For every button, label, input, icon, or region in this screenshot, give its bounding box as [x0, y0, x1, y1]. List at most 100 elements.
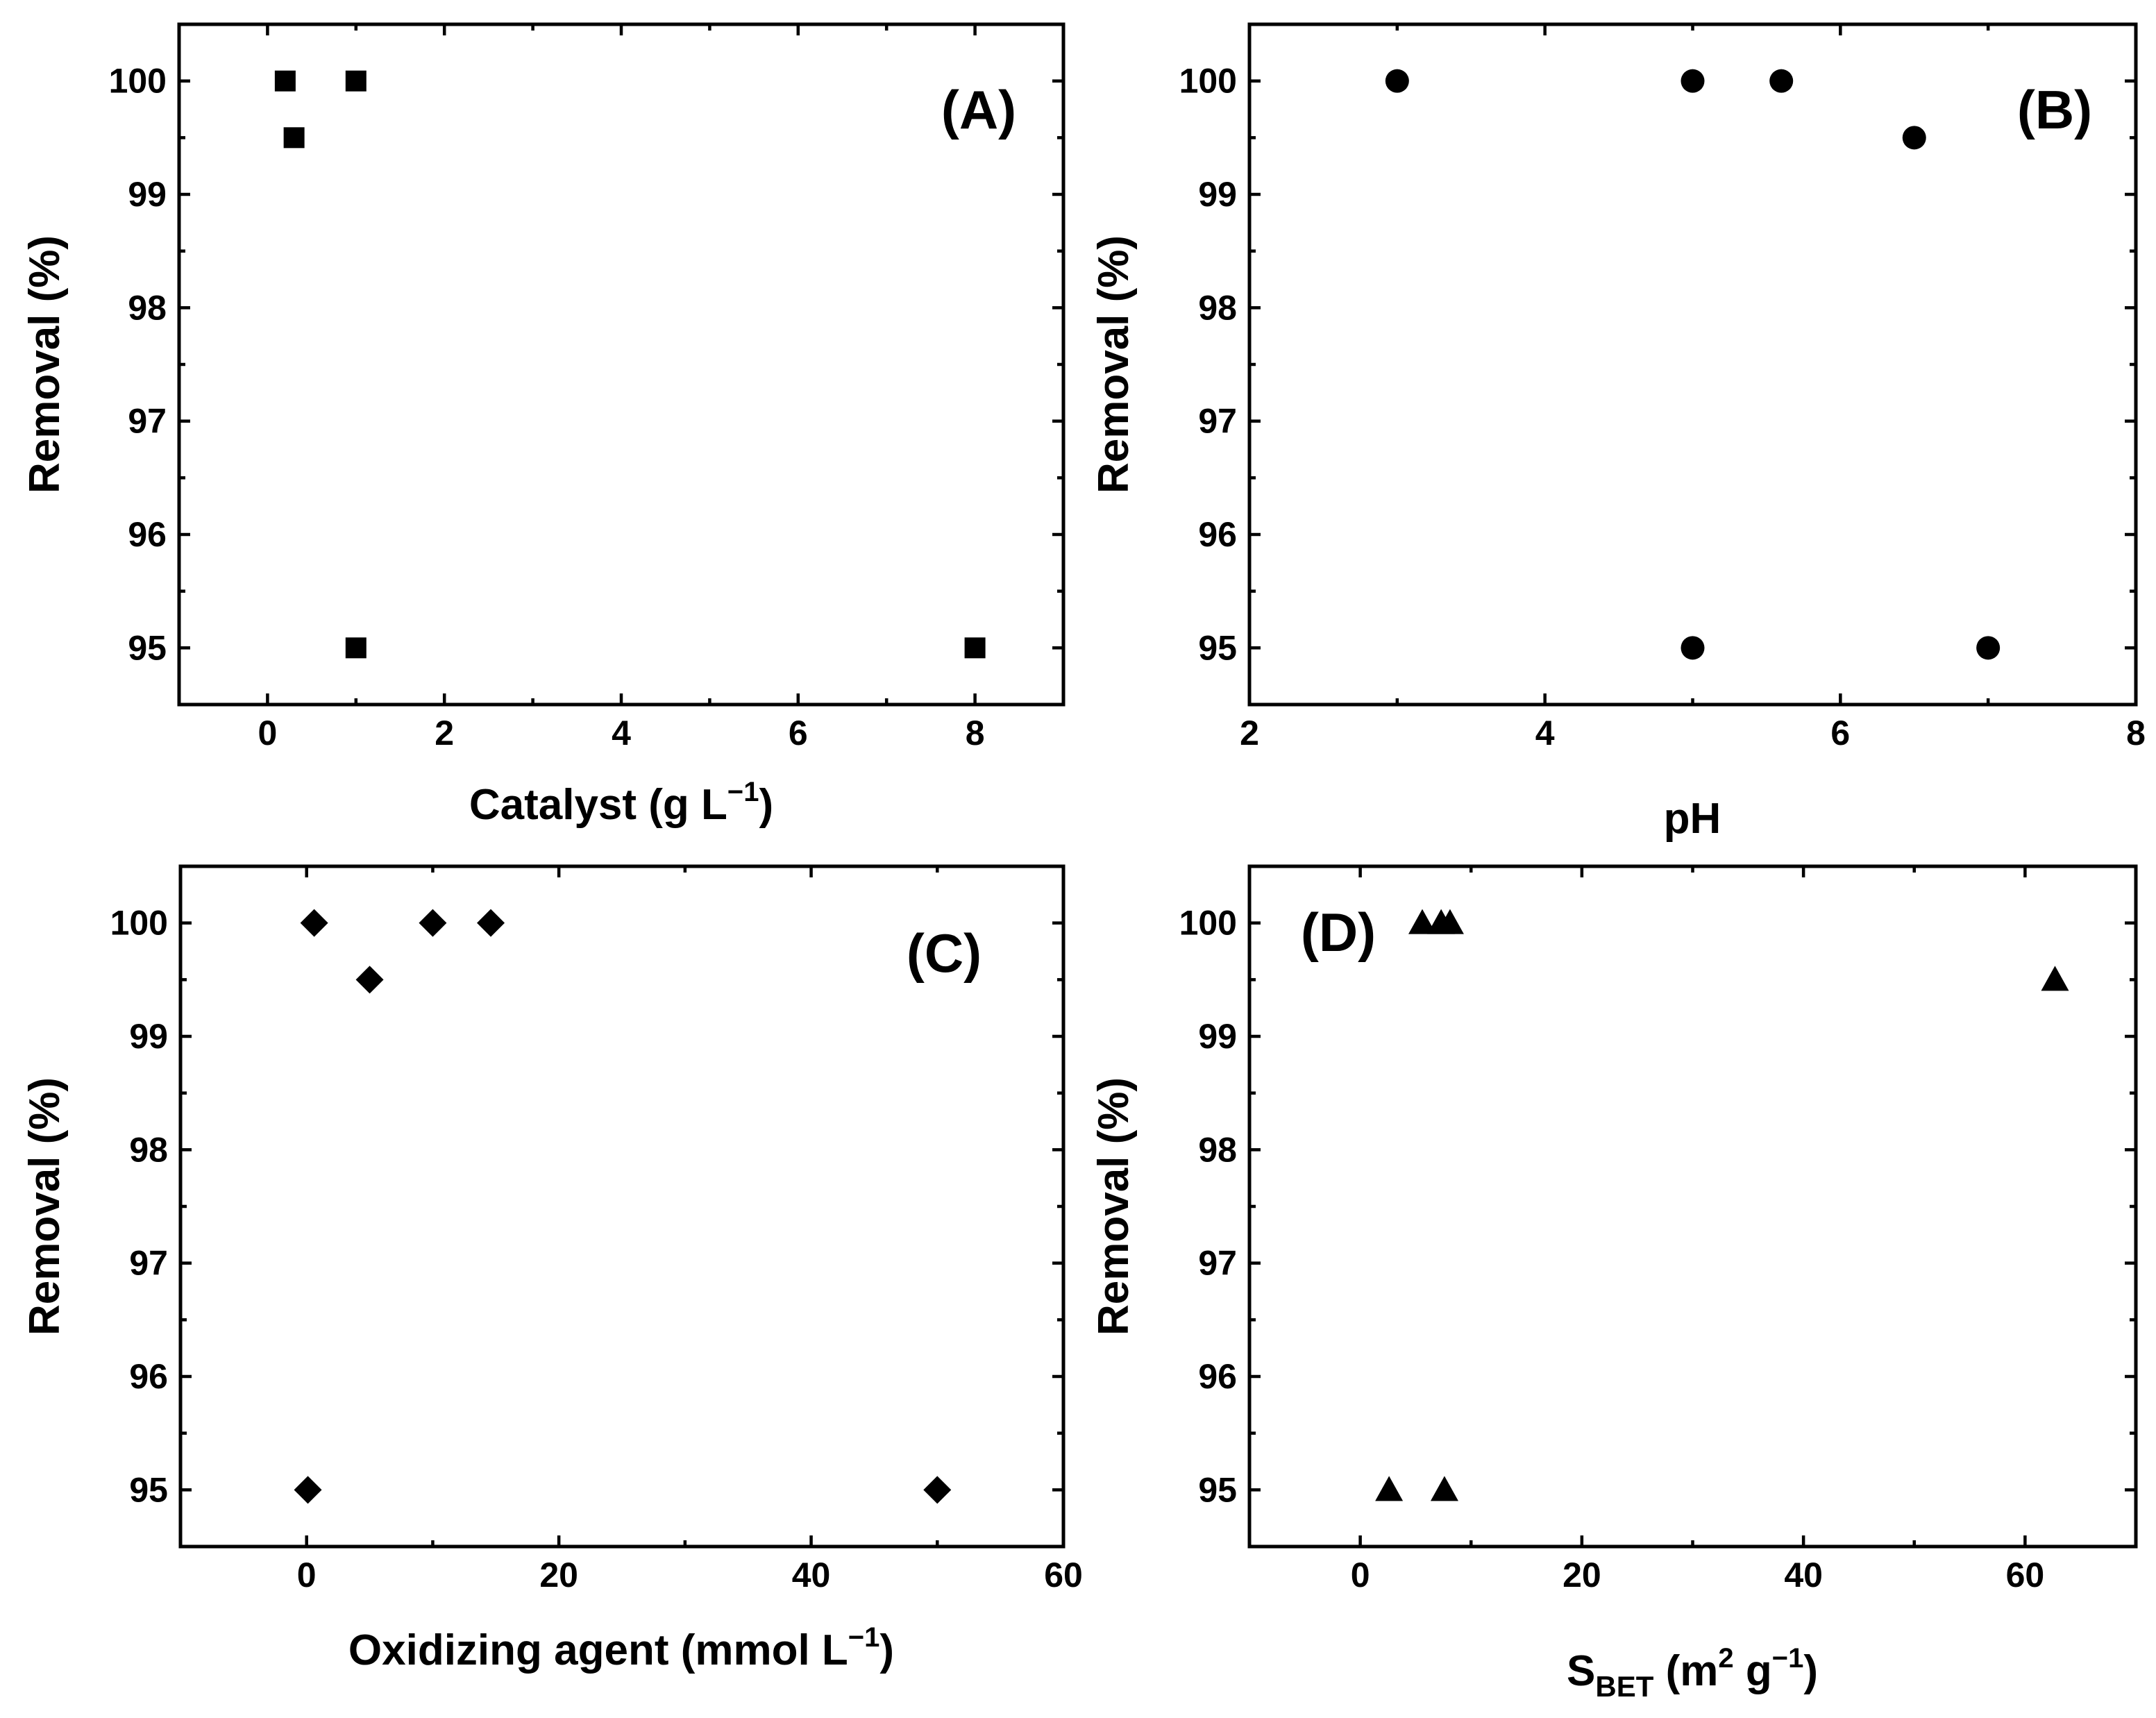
- y-tick-label: 99: [1198, 1017, 1237, 1056]
- x-axis-label-sup: −1: [727, 777, 759, 807]
- x-axis-label: Oxidizing agent (mmol L−1): [348, 1622, 894, 1674]
- diamond-marker-icon: [419, 909, 447, 937]
- x-tick-label: 40: [792, 1556, 831, 1594]
- y-tick-label: 95: [129, 1470, 168, 1509]
- panel-b: 2 4 6 8 95 96 97 98 99 100 (B) Removal (%) pH: [1090, 22, 2146, 843]
- tick-labels: 0 20 40 60 95 96 97 98 99 100: [110, 904, 1083, 1594]
- square-marker-icon: [345, 637, 367, 659]
- panel-label: (C): [907, 923, 982, 984]
- x-tick-label: 60: [2006, 1556, 2045, 1594]
- y-axis-label: Removal (%): [1090, 235, 1138, 494]
- x-axis-label-main: Catalyst (g L: [469, 781, 727, 829]
- square-marker-icon: [283, 127, 305, 149]
- x-tick-label: 20: [1563, 1556, 1601, 1594]
- triangle-marker-icon: [1408, 909, 1437, 934]
- x-tick-label: 8: [2126, 714, 2146, 752]
- y-tick-label: 99: [128, 175, 167, 214]
- panel-label: (A): [941, 79, 1016, 140]
- circle-marker-icon: [1681, 69, 1705, 93]
- x-tick-label: 6: [789, 714, 808, 752]
- markers: [1375, 909, 2069, 1501]
- x-axis-label-main: S: [1567, 1647, 1595, 1695]
- x-axis-label-sup2: −1: [1772, 1643, 1804, 1674]
- y-axis-label: Removal (%): [1090, 1077, 1138, 1336]
- circle-marker-icon: [1902, 126, 1926, 150]
- tick-labels: 0 2 4 6 8 95 96 97 98 99 100: [109, 62, 985, 752]
- markers: [274, 70, 986, 659]
- panel-a: 0 2 4 6 8 95 96 97 98 99 100 (A) Removal (%) Catal…: [21, 22, 1066, 829]
- diamond-marker-icon: [355, 966, 384, 994]
- triangle-marker-icon: [1435, 909, 1464, 934]
- y-tick-label: 100: [109, 62, 167, 101]
- square-marker-icon: [345, 70, 367, 92]
- y-tick-label: 99: [1198, 175, 1237, 214]
- panel-label: (B): [2017, 79, 2092, 140]
- y-tick-label: 95: [1198, 628, 1237, 667]
- x-tick-label: 8: [966, 714, 985, 752]
- x-axis-label-main: pH: [1664, 795, 1721, 843]
- y-tick-label: 95: [128, 628, 167, 667]
- y-tick-label: 97: [1198, 1244, 1237, 1283]
- y-tick-label: 100: [1179, 904, 1237, 943]
- x-axis-label-sup1: 2: [1718, 1643, 1733, 1674]
- triangle-marker-icon: [1375, 1476, 1404, 1501]
- markers: [1385, 69, 2001, 660]
- y-tick-label: 96: [1198, 515, 1237, 554]
- x-axis-label: Catalyst (g L−1): [469, 777, 773, 829]
- y-tick-label: 96: [128, 515, 167, 554]
- square-marker-icon: [274, 70, 296, 92]
- y-tick-label: 97: [128, 402, 167, 441]
- y-tick-label: 97: [1198, 402, 1237, 441]
- y-tick-label: 96: [1198, 1357, 1237, 1396]
- square-marker-icon: [964, 637, 986, 659]
- y-tick-label: 95: [1198, 1470, 1237, 1509]
- tick-labels: 2 4 6 8 95 96 97 98 99 100: [1179, 62, 2146, 752]
- x-axis-label-tail: ): [759, 781, 774, 829]
- y-axis-label: Removal (%): [21, 1077, 69, 1336]
- triangle-marker-icon: [2041, 966, 2069, 991]
- x-tick-label: 6: [1830, 714, 1850, 752]
- x-tick-label: 4: [612, 714, 631, 752]
- x-tick-label: 2: [435, 714, 454, 752]
- markers: [294, 909, 952, 1504]
- x-axis-label-sub: BET: [1595, 1670, 1653, 1703]
- triangle-marker-icon: [1430, 1476, 1458, 1501]
- tick-labels: 0 20 40 60 95 96 97 98 99 100: [1179, 904, 2045, 1594]
- diamond-marker-icon: [294, 1476, 322, 1504]
- y-tick-label: 98: [129, 1130, 168, 1169]
- y-tick-label: 96: [129, 1357, 168, 1396]
- diamond-marker-icon: [477, 909, 505, 937]
- x-tick-label: 0: [297, 1556, 317, 1594]
- x-axis-label-sup: −1: [848, 1622, 880, 1653]
- tick-marks: [1247, 864, 2138, 1549]
- y-tick-label: 100: [1179, 62, 1237, 101]
- y-tick-label: 99: [129, 1017, 168, 1056]
- x-tick-label: 2: [1240, 714, 1259, 752]
- y-axis-label: Removal (%): [21, 235, 69, 494]
- x-axis-label: SBET (m2 g−1): [1567, 1643, 1818, 1703]
- x-tick-label: 20: [539, 1556, 578, 1594]
- y-tick-label: 97: [129, 1244, 168, 1283]
- x-tick-label: 0: [1351, 1556, 1370, 1594]
- x-axis-label-tail: ): [1803, 1647, 1818, 1695]
- y-tick-label: 98: [1198, 1130, 1237, 1169]
- x-tick-label: 40: [1784, 1556, 1823, 1594]
- circle-marker-icon: [1681, 636, 1705, 660]
- tick-marks: [1247, 22, 2138, 707]
- x-tick-label: 4: [1535, 714, 1555, 752]
- circle-marker-icon: [1769, 69, 1794, 93]
- panel-d: 0 20 40 60 95 96 97 98 99 100 (D) Removal (%) SBE…: [1090, 864, 2138, 1703]
- y-tick-label: 98: [128, 288, 167, 327]
- x-axis-label: pH: [1664, 795, 1721, 843]
- tick-marks: [178, 864, 1066, 1549]
- panel-label: (D): [1301, 902, 1376, 963]
- panel-c: 0 20 40 60 95 96 97 98 99 100 (C) Removal (%) Oxi…: [21, 864, 1083, 1674]
- x-axis-label-tail: ): [879, 1626, 894, 1674]
- circle-marker-icon: [1976, 636, 2001, 660]
- x-tick-label: 60: [1044, 1556, 1083, 1594]
- y-tick-label: 100: [110, 904, 168, 943]
- y-tick-label: 98: [1198, 288, 1237, 327]
- x-axis-label-main: Oxidizing agent (mmol L: [348, 1626, 848, 1674]
- diamond-marker-icon: [300, 909, 328, 937]
